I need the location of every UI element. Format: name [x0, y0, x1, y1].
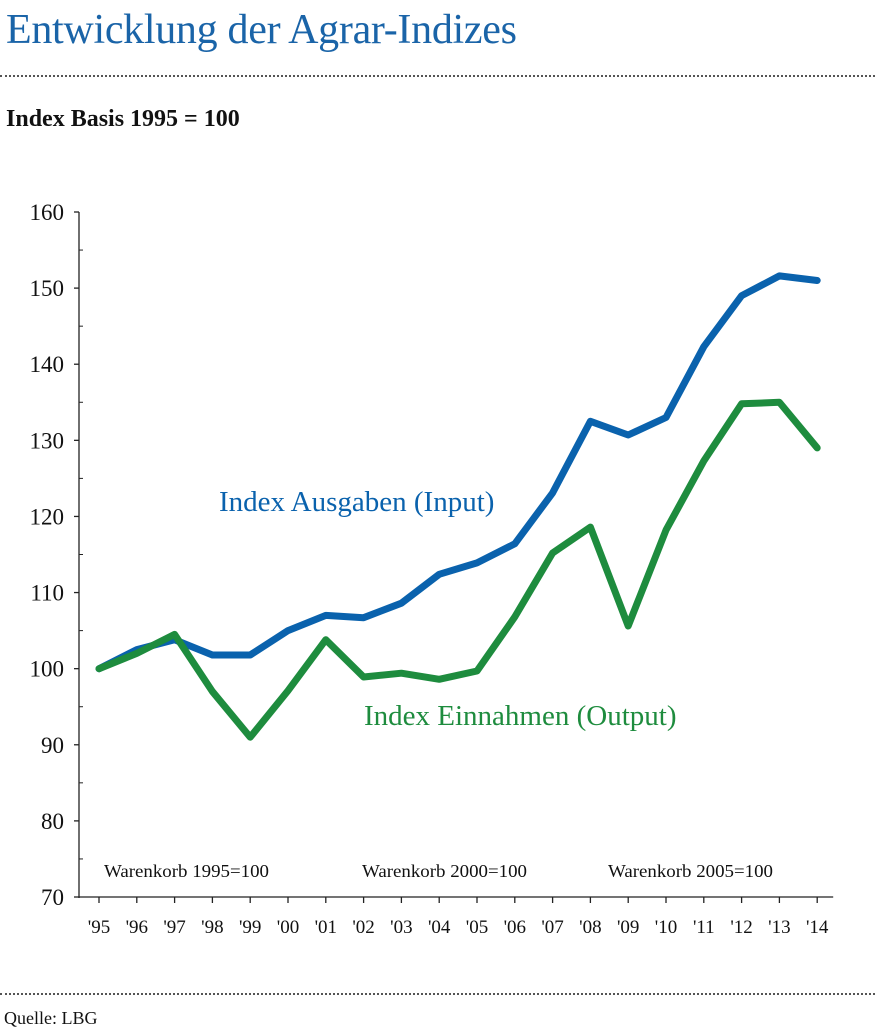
- line-chart: 70 80 90 100 110 120 130 140 150 160 '95 '96 '97 '98 '…: [30, 200, 834, 938]
- basket-annotation: Warenkorb 2000=100: [362, 861, 527, 881]
- y-tick-label: 110: [30, 581, 64, 606]
- y-tick-label: 80: [41, 809, 64, 834]
- bottom-divider: [0, 993, 875, 995]
- y-tick-label: 100: [30, 657, 65, 682]
- y-tick-label: 160: [30, 200, 65, 225]
- series-line-output: [95, 398, 821, 741]
- x-tick-label: '01: [315, 917, 337, 938]
- x-tick-label: '13: [768, 917, 790, 938]
- x-tick-label: '11: [693, 917, 715, 938]
- x-tick-label: '06: [504, 917, 526, 938]
- x-tick-label: '08: [579, 917, 601, 938]
- y-tick-label: 70: [41, 885, 64, 910]
- x-tick-label: '14: [806, 917, 829, 938]
- chart-subtitle: Index Basis 1995 = 100: [6, 106, 240, 132]
- y-tick-label: 140: [30, 352, 65, 377]
- y-tick-label: 120: [30, 504, 65, 529]
- series-label-input: Index Ausgaben (Input): [219, 486, 494, 518]
- basket-annotation: Warenkorb 1995=100: [104, 861, 269, 881]
- x-tick-label: '07: [541, 917, 563, 938]
- series-label-output: Index Einnahmen (Output): [364, 700, 676, 732]
- x-tick-label: '12: [730, 917, 752, 938]
- x-tick-label: '09: [617, 917, 639, 938]
- x-tick-label: '00: [277, 917, 299, 938]
- x-tick-label: '99: [239, 917, 261, 938]
- y-tick-label: 130: [30, 428, 65, 453]
- x-tick-label: '03: [390, 917, 412, 938]
- x-tick-label: '02: [352, 917, 374, 938]
- source-note: Quelle: LBG: [4, 1008, 98, 1028]
- x-tick-label: '96: [126, 917, 148, 938]
- x-tick-label: '04: [428, 917, 451, 938]
- x-tick-label: '98: [201, 917, 223, 938]
- basket-annotation: Warenkorb 2005=100: [608, 861, 773, 881]
- top-divider: [0, 75, 875, 77]
- series-line-input: [95, 272, 821, 673]
- page-title: Entwicklung der Agrar-Indizes: [6, 7, 517, 53]
- y-tick-label: 150: [30, 276, 65, 301]
- x-tick-label: '97: [163, 917, 185, 938]
- x-tick-label: '10: [655, 917, 677, 938]
- x-tick-label: '05: [466, 917, 488, 938]
- y-tick-label: 90: [41, 733, 64, 758]
- x-tick-label: '95: [88, 917, 110, 938]
